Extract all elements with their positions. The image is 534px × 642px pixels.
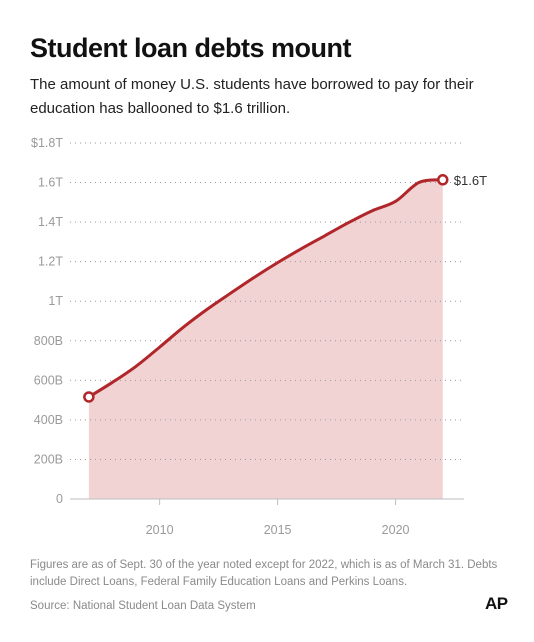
- chart-notes: Figures are as of Sept. 30 of the year n…: [30, 559, 498, 588]
- chart-title: Student loan debts mount: [30, 33, 351, 63]
- y-tick-label: 600B: [34, 373, 63, 387]
- end-value-label: $1.6T: [454, 173, 487, 188]
- y-tick-label: 400B: [34, 413, 63, 427]
- x-tick-label: 2015: [264, 523, 292, 537]
- start-point-marker: [83, 391, 95, 403]
- x-tick-label: 2020: [382, 523, 410, 537]
- y-tick-label: 1.2T: [38, 255, 63, 269]
- chart-source: Source: National Student Loan Data Syste…: [30, 600, 256, 612]
- end-point-marker: [437, 174, 449, 186]
- area-fill: [88, 179, 443, 499]
- chart-subtitle: The amount of money U.S. students have b…: [30, 76, 474, 117]
- series-line: [87, 178, 445, 399]
- y-tick-label: 800B: [34, 334, 63, 348]
- y-tick-label: 0: [56, 492, 63, 506]
- y-tick-label: $1.8T: [31, 136, 63, 150]
- x-tick-label: 2010: [146, 523, 174, 537]
- y-tick-label: 1T: [48, 294, 63, 308]
- ap-logo: AP: [485, 594, 508, 613]
- y-tick-label: 200B: [34, 452, 63, 466]
- y-tick-label: 1.4T: [38, 215, 63, 229]
- y-tick-label: 1.6T: [38, 176, 63, 190]
